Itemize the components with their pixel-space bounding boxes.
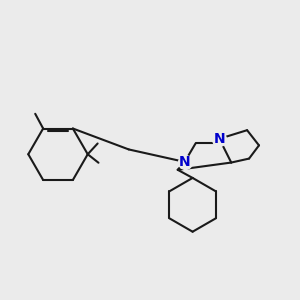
- Text: N: N: [179, 155, 190, 169]
- Text: N: N: [214, 132, 225, 146]
